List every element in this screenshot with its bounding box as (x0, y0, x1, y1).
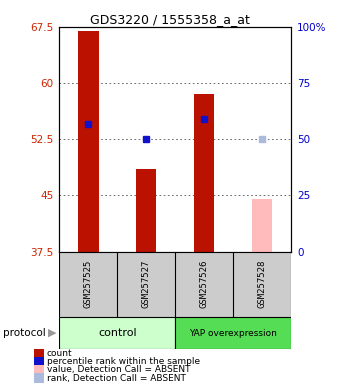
Text: control: control (98, 328, 137, 338)
Bar (59, 317, 175, 349)
Bar (136, 169, 156, 252)
Text: count: count (47, 349, 72, 358)
Text: value, Detection Call = ABSENT: value, Detection Call = ABSENT (47, 365, 190, 374)
Text: GDS3220 / 1555358_a_at: GDS3220 / 1555358_a_at (90, 13, 250, 26)
Text: ▶: ▶ (49, 328, 57, 338)
Text: GSM257525: GSM257525 (84, 260, 93, 308)
Text: protocol: protocol (3, 328, 46, 338)
Bar (194, 94, 214, 252)
Bar (252, 199, 272, 252)
Text: rank, Detection Call = ABSENT: rank, Detection Call = ABSENT (47, 374, 186, 382)
Text: GSM257528: GSM257528 (257, 260, 266, 308)
Text: percentile rank within the sample: percentile rank within the sample (47, 357, 200, 366)
Bar (78, 31, 99, 252)
Text: GSM257526: GSM257526 (200, 260, 208, 308)
Bar (175, 317, 291, 349)
Text: YAP overexpression: YAP overexpression (189, 329, 277, 338)
Text: GSM257527: GSM257527 (142, 260, 151, 308)
